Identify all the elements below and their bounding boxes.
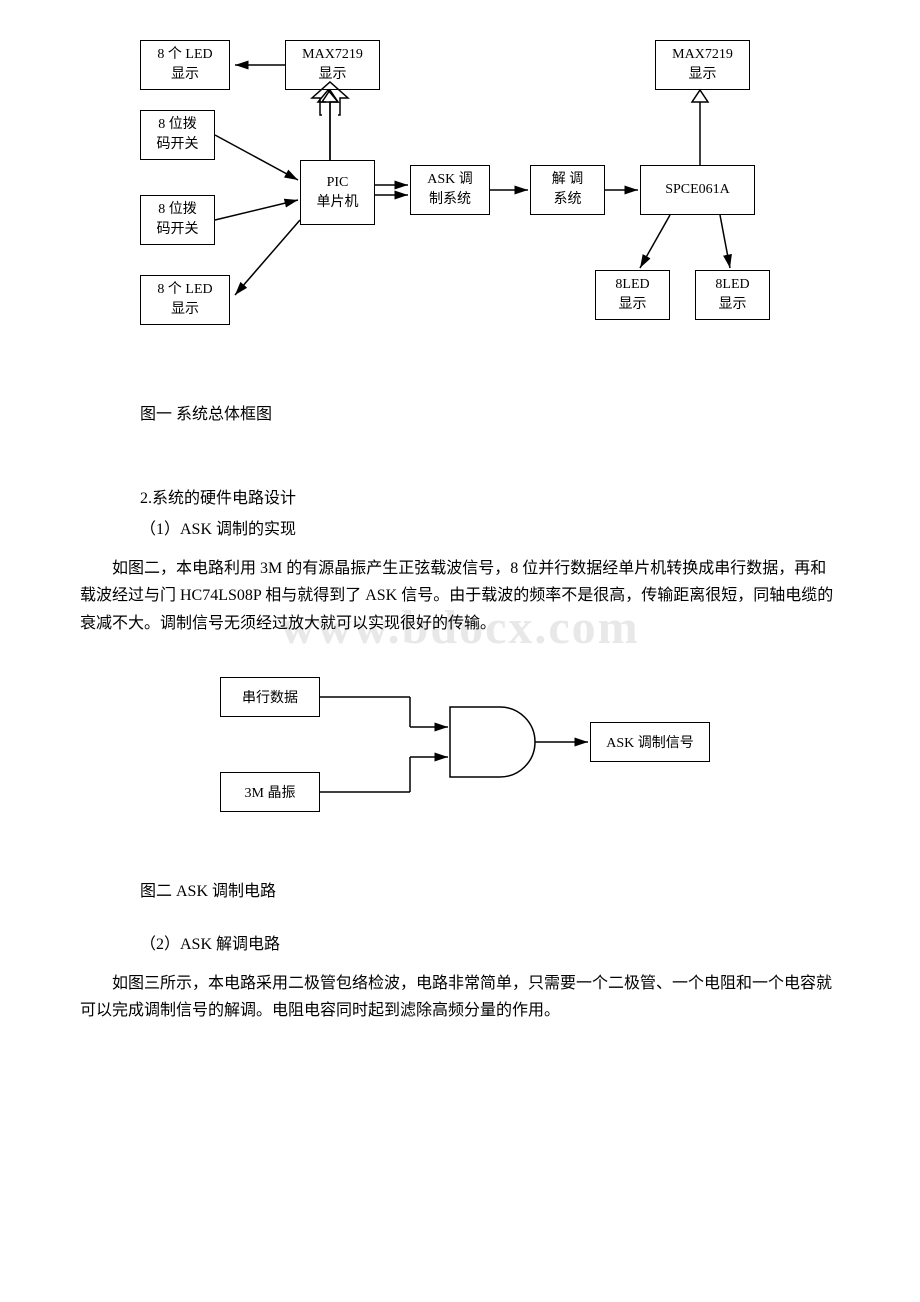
sub2-paragraph: 如图三所示，本电路采用二极管包络检波，电路非常简单，只需要一个二极管、一个电阻和… xyxy=(80,970,840,1024)
diagram1-arrows xyxy=(80,40,840,360)
section2-heading: 2.系统的硬件电路设计 xyxy=(80,484,840,508)
sub1-heading: （1）ASK 调制的实现 xyxy=(80,516,840,543)
sub1-paragraph: 如图二，本电路利用 3M 的有源晶振产生正弦载波信号，8 位并行数据经单片机转换… xyxy=(80,555,840,637)
diagram1-caption: 图一 系统总体框图 xyxy=(80,400,840,424)
diagram2-caption: 图二 ASK 调制电路 xyxy=(80,877,840,901)
system-block-diagram: 8 个 LED显示 MAX7219显示 MAX7219显示 8 位拨码开关 PI… xyxy=(80,40,840,360)
ask-modulation-diagram: 串行数据 3M 晶振 ASK 调制信号 xyxy=(210,667,710,847)
sub2-heading: （2）ASK 解调电路 xyxy=(80,931,840,958)
diagram2-svg xyxy=(210,667,710,847)
